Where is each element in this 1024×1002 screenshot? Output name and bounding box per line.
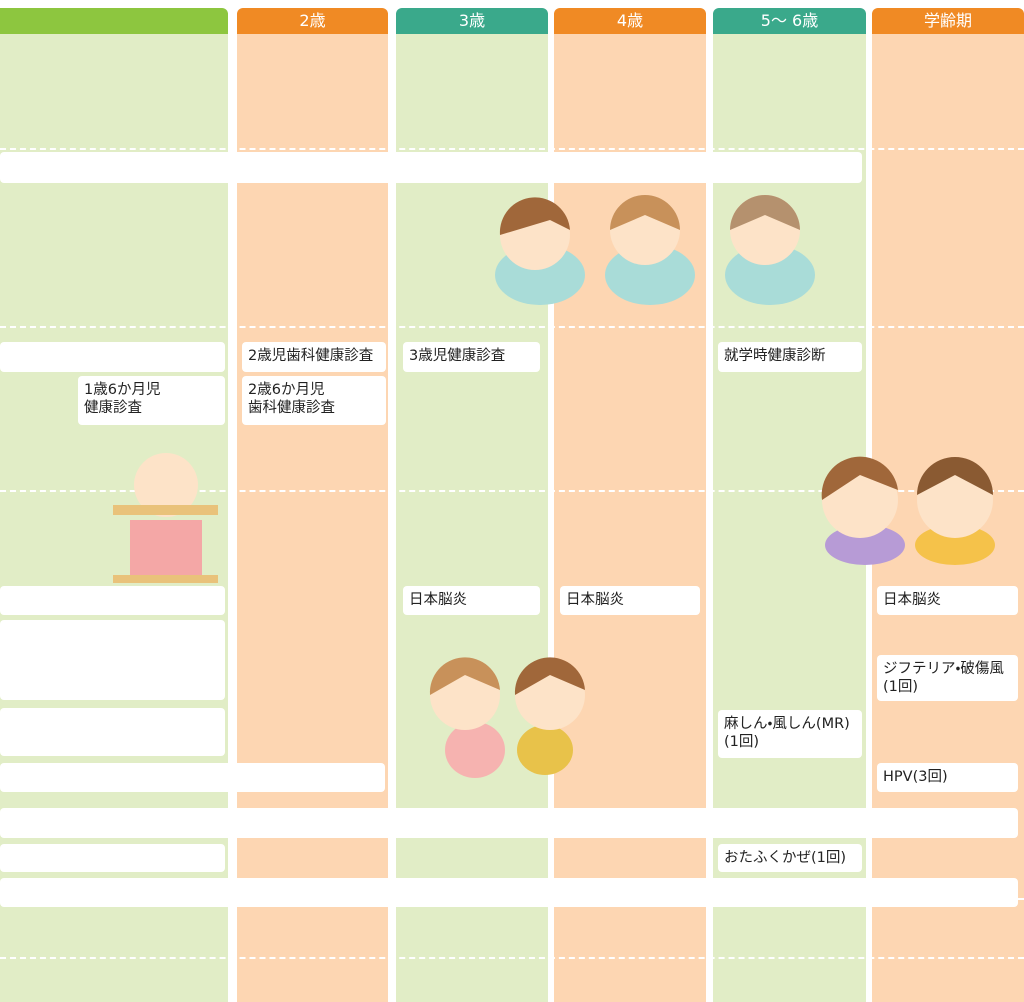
bar [0,342,225,372]
bar [0,844,225,872]
vaccination: 日本脳炎 [560,586,700,615]
vaccination: ジフテリア・破傷風 (1回) [877,655,1018,701]
header-tab: 5〜 6歳 [713,8,866,34]
vaccination: おたふくかぜ(1回) [718,844,862,872]
illustration-kids [495,195,815,305]
column-bg [396,34,548,1002]
divider [0,957,1024,959]
vaccination: 麻しん・風しん(MR) (1回) [718,710,862,758]
column-bg [554,34,706,1002]
column-bg [0,34,228,1002]
checkup: 2歳6か月児 歯科健康診査 [242,376,386,425]
checkup: 3歳児健康診査 [403,342,540,372]
header-tab: 4歳 [554,8,706,34]
vaccination: HPV(3回) [877,763,1018,792]
column-bg [237,34,388,1002]
divider [0,326,1024,328]
illustration-baby [113,453,218,583]
header-tab: 2歳 [237,8,388,34]
bar [0,878,1018,907]
checkup: 2歳児歯科健康診査 [242,342,386,372]
checkup: 1歳6か月児 健康診査 [78,376,225,425]
bar [0,808,1018,838]
vaccination: 日本脳炎 [877,586,1018,615]
bar [0,152,862,183]
illustration-kids-thinking [821,456,995,565]
checkup: 就学時健康診断 [718,342,862,372]
divider [0,148,1024,150]
bar [0,763,385,792]
header-tab [0,8,228,34]
bar [0,586,225,615]
header-tab: 学齢期 [872,8,1024,34]
illustration-kids-running [429,657,585,778]
divider [0,490,1024,492]
vaccination: 日本脳炎 [403,586,540,615]
bar [0,708,225,756]
bar [0,620,225,700]
header-tab: 3歳 [396,8,548,34]
